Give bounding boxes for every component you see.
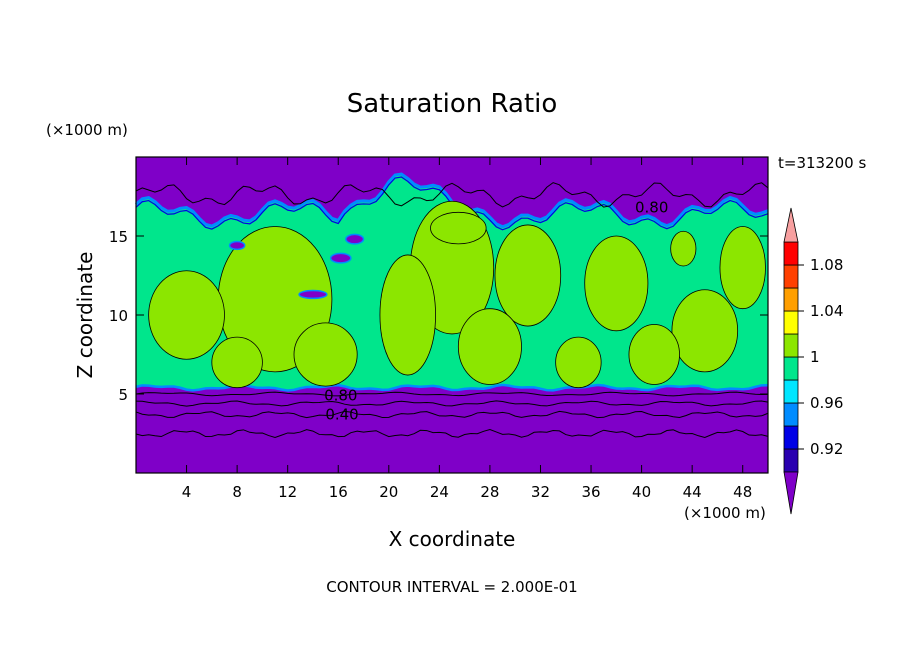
saturated-patch (148, 270, 225, 360)
colorbar-tick-label: 1.04 (810, 302, 843, 320)
contour-line-0.6 (135, 400, 769, 407)
saturated-patch (628, 324, 680, 385)
saturated-patch (430, 211, 487, 245)
colorbar-under-arrow (783, 471, 799, 515)
x-unit-label: (×1000 m) (684, 504, 766, 522)
colorbar-segment (783, 241, 799, 266)
x-tick-label: 24 (430, 483, 449, 501)
y-unit-label: (×1000 m) (46, 121, 128, 139)
y-axis-ticks: 5 10 15 (109, 228, 768, 404)
dry-pocket (228, 240, 246, 251)
saturated-patch (584, 235, 649, 332)
x-tick-label: 16 (329, 483, 348, 501)
contour-line-0.8 (135, 391, 769, 397)
colorbar-over-arrow (783, 207, 799, 243)
colorbar-segment (783, 287, 799, 312)
colorbar: 0.92 0.96 1 1.04 1.08 (783, 207, 843, 515)
dry-pocket (329, 252, 352, 264)
x-tick-label: 32 (531, 483, 550, 501)
x-tick-label: 12 (278, 483, 297, 501)
saturated-patch (457, 308, 522, 385)
x-tick-label: 40 (632, 483, 651, 501)
saturated-patch (293, 322, 358, 387)
contour-label: 0.80 (635, 199, 668, 217)
colorbar-segment (783, 264, 799, 289)
x-tick-label: 8 (232, 483, 242, 501)
saturated-patch (379, 254, 436, 376)
colorbar-segment (783, 402, 799, 427)
x-axis-label: X coordinate (389, 527, 516, 551)
contour-label: 0.80 (324, 387, 357, 405)
saturated-patch (719, 226, 766, 310)
colorbar-tick-label: 0.92 (810, 440, 843, 458)
colorbar-tick-label: 1.08 (810, 256, 843, 274)
colorbar-segment (783, 448, 799, 473)
x-tick-label: 36 (581, 483, 600, 501)
contour-line-0.4 (135, 410, 769, 419)
colorbar-tick-label: 0.96 (810, 394, 843, 412)
saturated-patch (555, 336, 602, 389)
x-tick-label: 20 (379, 483, 398, 501)
saturated-patch (670, 230, 697, 267)
contour-line-upper (135, 182, 769, 208)
colorbar-segment (783, 356, 799, 381)
colorbar-segment (783, 379, 799, 404)
colorbar-segment (783, 310, 799, 335)
contour-line-0.2 (135, 428, 769, 439)
chart-title: Saturation Ratio (347, 89, 558, 119)
y-tick-label: 10 (109, 307, 128, 325)
colorbar-segment (783, 425, 799, 450)
x-tick-label: 44 (683, 483, 702, 501)
x-tick-label: 48 (733, 483, 752, 501)
x-tick-label: 4 (182, 483, 192, 501)
contour-labels: 0.800.400.80 (324, 199, 668, 424)
time-label: t=313200 s (778, 154, 866, 172)
colorbar-tick-label: 1 (810, 348, 820, 366)
plot-area (135, 156, 769, 474)
y-axis-label: Z coordinate (73, 252, 97, 379)
y-tick-label: 5 (118, 386, 128, 404)
contour-interval-note: CONTOUR INTERVAL = 2.000E-01 (326, 578, 577, 596)
dry-pocket (298, 289, 328, 300)
y-tick-label: 15 (109, 228, 128, 246)
dry-pocket (345, 233, 365, 245)
contour-label: 0.40 (325, 406, 358, 424)
saturated-patch (671, 289, 739, 373)
saturated-patch (494, 224, 562, 327)
colorbar-segment (783, 333, 799, 358)
x-tick-label: 28 (480, 483, 499, 501)
saturated-patch (211, 336, 263, 389)
x-axis-ticks: 4 8 12 16 20 24 28 32 36 40 44 48 (182, 157, 752, 501)
